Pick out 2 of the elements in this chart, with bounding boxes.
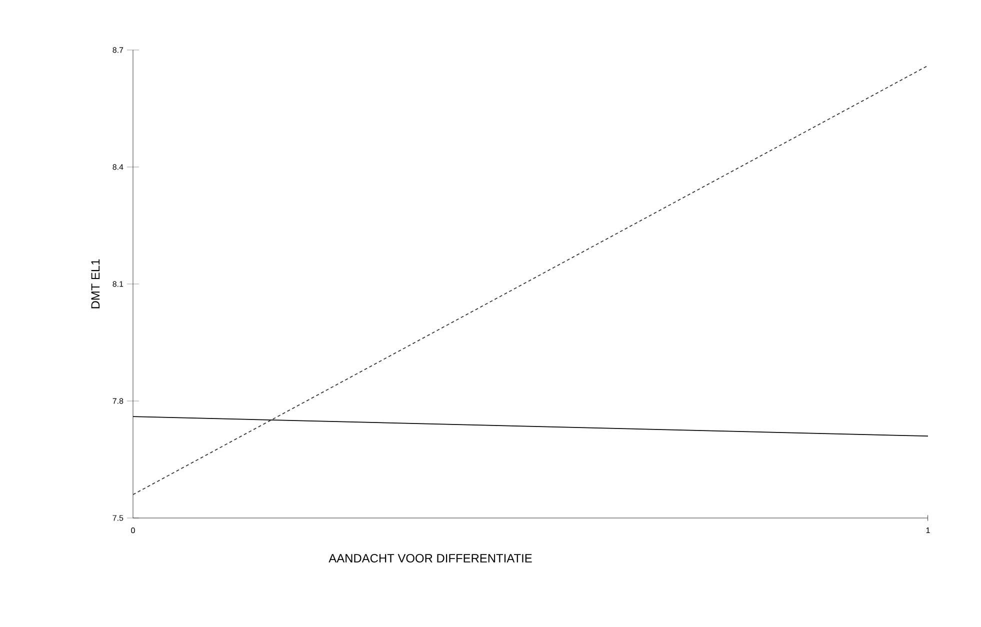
x-axis-title: AANDACHT VOOR DIFFERENTIATIE — [328, 554, 532, 562]
y-axis-title: DMT EL1 — [91, 259, 100, 308]
